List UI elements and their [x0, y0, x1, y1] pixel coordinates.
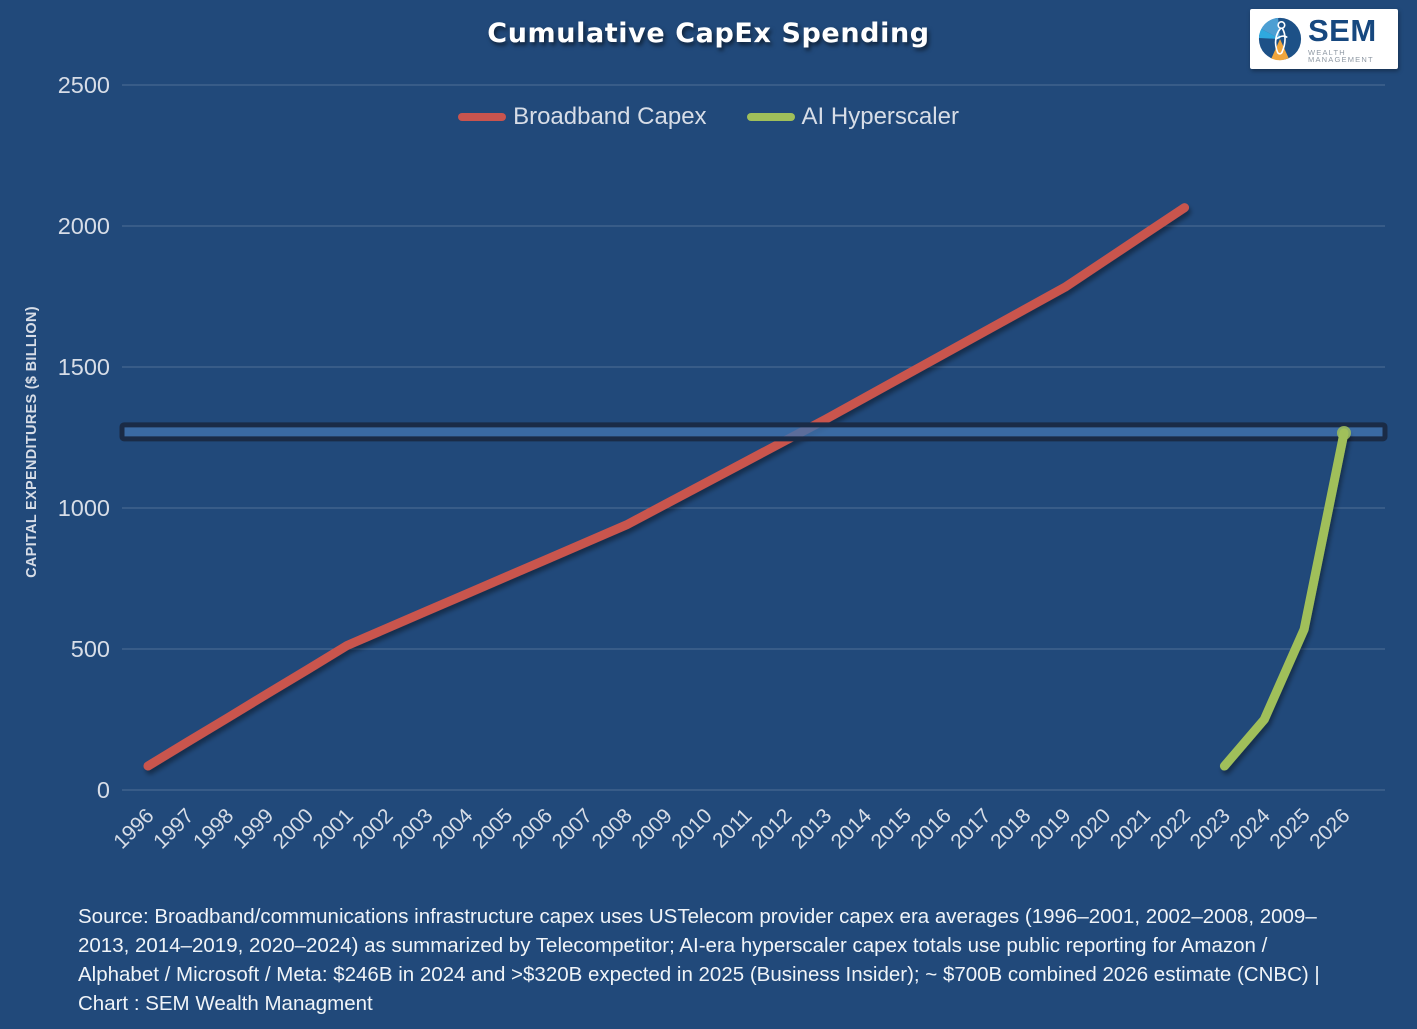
x-tick-label: 2017 [946, 804, 995, 853]
x-tick-label: 2012 [747, 804, 796, 853]
source-note-line: Source: Broadband/communications infrast… [78, 905, 1317, 928]
x-tick-label: 2007 [548, 804, 597, 853]
x-tick-label: 2001 [309, 804, 358, 853]
broadband-capex-line [143, 203, 1190, 771]
legend-item-broadband-capex: Broadband Capex [458, 103, 707, 131]
x-tick-label: 2013 [787, 804, 836, 853]
source-note: Source: Broadband/communications infrast… [78, 902, 1378, 1018]
x-tick-label: 2002 [348, 804, 397, 853]
source-note-line: 2013, 2014–2019, 2020–2024) as summarize… [78, 934, 1268, 957]
x-tick-label: 2006 [508, 804, 557, 853]
x-tick-label: 2003 [388, 804, 437, 853]
sem-logo: SEM WEALTH MANAGEMENT [1250, 9, 1398, 69]
x-tick-label: 2016 [907, 804, 956, 853]
y-tick-label: 1000 [58, 495, 110, 521]
y-axis-title: CAPITAL EXPENDITURES ($ BILLION) [24, 306, 40, 578]
series-end-marker-icon [1337, 425, 1351, 440]
x-tick-label: 2020 [1066, 804, 1115, 853]
x-tick-label: 2026 [1305, 804, 1354, 853]
legend-label: Broadband Capex [513, 103, 707, 130]
x-tick-label: 2018 [986, 804, 1035, 853]
y-tick-label: 2500 [58, 72, 110, 98]
legend-swatch-icon [458, 113, 507, 121]
ai-hyperscaler-line [1219, 428, 1349, 771]
legend-label: AI Hyperscaler [801, 103, 959, 130]
chart-legend: Broadband Capex AI Hyperscaler [0, 103, 1417, 131]
legend-item-ai-hyperscaler: AI Hyperscaler [746, 103, 959, 131]
sem-logo-name: SEM [1308, 12, 1377, 48]
x-tick-label: 2023 [1186, 804, 1235, 853]
x-tick-label: 2011 [708, 804, 756, 852]
sem-logo-subtitle: WEALTH MANAGEMENT [1308, 47, 1374, 64]
x-tick-label: 2024 [1226, 804, 1276, 854]
x-tick-label: 1997 [149, 804, 198, 853]
x-tick-label: 2005 [468, 804, 517, 853]
x-tick-label: 2004 [428, 804, 478, 854]
y-tick-label: 1500 [58, 354, 110, 380]
source-note-line: Chart : SEM Wealth Managment [78, 992, 373, 1015]
sem-logo-icon [1258, 17, 1302, 61]
x-tick-label: 2019 [1026, 804, 1075, 853]
y-tick-label: 0 [97, 777, 110, 803]
y-tick-label: 2000 [58, 213, 110, 239]
highlight-band [119, 422, 1388, 442]
x-tick-label: 1996 [109, 804, 158, 853]
sem-logo-text: SEM WEALTH MANAGEMENT [1308, 15, 1398, 64]
x-tick-label: 2025 [1265, 804, 1314, 853]
x-tick-label: 2008 [588, 804, 637, 853]
chart-title: Cumulative CapEx Spending [487, 18, 930, 49]
x-tick-label: 2015 [867, 804, 916, 853]
y-tick-label: 500 [71, 636, 110, 662]
x-tick-label: 2021 [1106, 804, 1155, 853]
source-note-line: Alphabet / Microsoft / Meta: $246B in 20… [78, 963, 1320, 986]
x-tick-label: 2009 [628, 804, 677, 853]
x-tick-label: 2022 [1146, 804, 1195, 853]
x-tick-label: 2014 [827, 804, 877, 854]
legend-swatch-icon [746, 113, 795, 121]
x-tick-label: 2010 [667, 804, 716, 853]
x-tick-label: 1998 [189, 804, 238, 853]
x-tick-label: 1999 [229, 804, 278, 853]
x-tick-label: 2000 [269, 804, 318, 853]
